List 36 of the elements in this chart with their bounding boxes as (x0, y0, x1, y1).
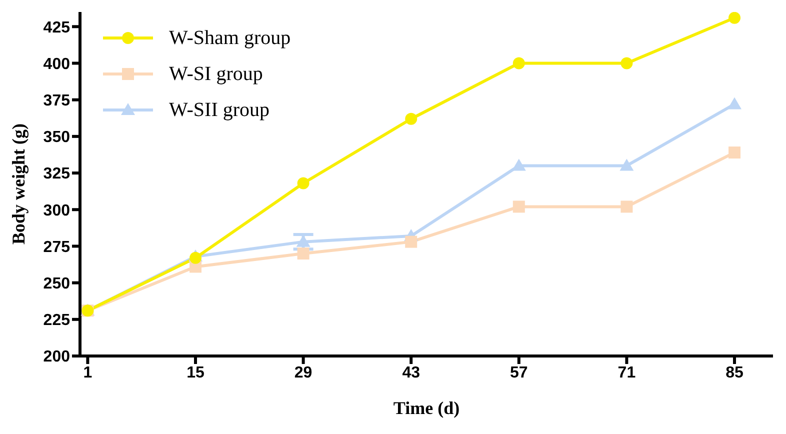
point (620, 200, 633, 213)
x-tick-label: 15 (186, 364, 204, 382)
y-tick-label: 400 (43, 56, 70, 73)
y-tick-label: 300 (43, 202, 70, 220)
y-tick-label: 275 (43, 238, 70, 256)
y-tick-label: 250 (43, 275, 70, 292)
y-tick-label: 350 (43, 129, 70, 146)
point (728, 146, 740, 159)
y-tick-label: 325 (43, 166, 70, 183)
point (297, 248, 310, 260)
point (512, 57, 525, 70)
point (620, 57, 633, 70)
point (512, 200, 525, 213)
x-axis-title: Time (d) (393, 398, 460, 418)
point (190, 252, 202, 264)
point (405, 112, 418, 125)
y-tick-label: 200 (43, 348, 70, 366)
point (620, 158, 634, 171)
x-tick-label: 43 (402, 364, 420, 382)
point (297, 177, 310, 190)
point (728, 97, 742, 110)
y-tick-label: 425 (43, 19, 70, 36)
x-tick-label: 29 (294, 364, 312, 382)
x-tick-label: 1 (83, 364, 92, 382)
legend-label: W-Sham group (169, 26, 291, 50)
legend-label: W-SI group (169, 62, 263, 86)
y-tick-label: 375 (43, 92, 70, 110)
point (512, 158, 526, 171)
y-axis-title: Body weight (g) (8, 123, 28, 244)
x-tick-label: 57 (510, 364, 528, 382)
y-tick-label: 225 (43, 312, 70, 330)
x-tick-label: 85 (726, 364, 744, 382)
point (405, 236, 418, 248)
point (728, 12, 740, 24)
x-tick-label: 71 (618, 364, 636, 382)
legend-label: W-SII group (169, 98, 270, 122)
